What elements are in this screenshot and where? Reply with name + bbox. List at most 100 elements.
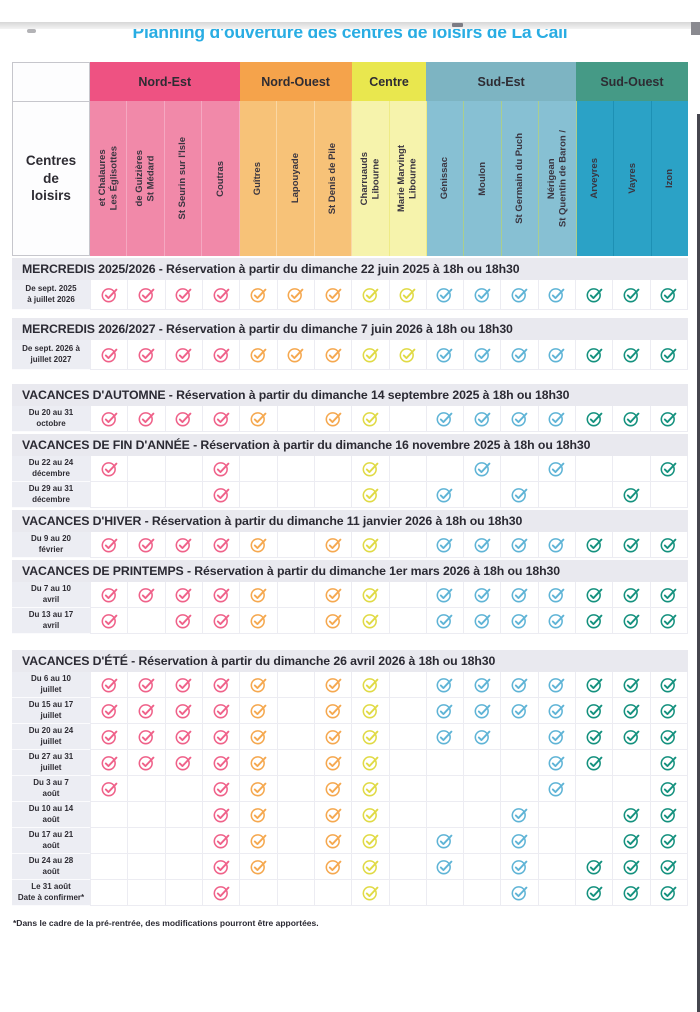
check-cell — [538, 582, 577, 608]
check-icon — [623, 704, 640, 719]
check-icon — [660, 538, 677, 553]
check-icon — [362, 756, 379, 771]
column-header: Les Églisottes et Chalaures — [90, 101, 128, 256]
column-header: Moulon — [464, 101, 502, 256]
check-icon — [175, 730, 192, 745]
check-icon — [362, 348, 379, 363]
check-icon — [362, 860, 379, 875]
check-cell — [538, 854, 577, 880]
check-icon — [511, 704, 528, 719]
check-icon — [437, 538, 453, 553]
check-icon — [586, 886, 603, 901]
column-header-label: Les Églisottes et Chalaures — [96, 146, 120, 211]
check-cell — [277, 724, 315, 750]
check-cell — [576, 828, 614, 854]
check-icon — [250, 538, 267, 553]
check-cell — [389, 340, 427, 370]
check-cell — [576, 880, 614, 906]
check-icon — [250, 730, 267, 745]
check-icon — [437, 488, 453, 503]
check-icon — [511, 488, 528, 503]
check-icon — [437, 412, 453, 427]
check-cell — [426, 406, 465, 432]
check-icon — [623, 860, 640, 875]
check-cell — [613, 802, 651, 828]
region-header: Nord-Est — [90, 62, 240, 101]
check-icon — [250, 834, 267, 849]
check-icon — [548, 412, 565, 427]
region-header: Sud-Ouest — [575, 62, 688, 101]
check-icon — [175, 704, 192, 719]
check-cell — [202, 776, 241, 802]
section-gap — [12, 370, 688, 382]
check-icon — [213, 288, 229, 303]
table-row: Du 29 au 31 décembre — [12, 482, 688, 508]
check-icon — [586, 588, 603, 603]
table-row: Du 20 au 31 octobre — [12, 406, 688, 432]
check-icon — [101, 756, 118, 771]
check-icon — [138, 678, 155, 693]
check-icon — [213, 704, 229, 719]
check-icon — [474, 538, 491, 553]
check-icon — [138, 348, 155, 363]
check-cell — [202, 672, 241, 698]
scan-edge-top — [0, 22, 700, 29]
check-cell — [650, 280, 688, 310]
check-icon — [325, 704, 341, 719]
check-cell — [128, 406, 166, 432]
check-cell — [613, 854, 651, 880]
check-icon — [548, 462, 565, 477]
check-cell — [538, 482, 577, 508]
check-icon — [325, 730, 341, 745]
check-cell — [650, 698, 688, 724]
check-icon — [623, 288, 640, 303]
check-cell — [464, 532, 502, 558]
check-icon — [250, 588, 267, 603]
column-header: Libourne Charruauds — [352, 101, 390, 256]
check-icon — [660, 678, 677, 693]
check-cell — [650, 776, 688, 802]
check-cell — [613, 582, 651, 608]
column-header: St Quentin de Baron / Nérigean — [539, 101, 577, 256]
check-icon — [586, 412, 603, 427]
check-cell — [538, 532, 577, 558]
table-row: De sept. 2026 à juillet 2027 — [12, 340, 688, 370]
check-icon — [586, 756, 603, 771]
table-row: Du 7 au 10 avril — [12, 582, 688, 608]
check-cell — [90, 828, 129, 854]
check-cell — [538, 608, 577, 634]
check-icon — [511, 678, 528, 693]
check-icon — [586, 704, 603, 719]
check-cell — [576, 672, 614, 698]
check-cell — [426, 672, 465, 698]
check-icon — [660, 782, 677, 797]
check-cell — [501, 406, 539, 432]
check-cell — [613, 698, 651, 724]
check-icon — [138, 588, 155, 603]
check-cell — [128, 776, 166, 802]
check-icon — [175, 288, 192, 303]
check-cell — [464, 802, 502, 828]
check-cell — [650, 854, 688, 880]
section-header: VACANCES D'HIVER - Réservation à partir … — [12, 510, 688, 532]
check-icon — [213, 614, 229, 629]
check-icon — [474, 588, 491, 603]
check-icon — [548, 756, 565, 771]
check-cell — [314, 280, 353, 310]
check-cell — [90, 482, 129, 508]
check-cell — [165, 280, 203, 310]
check-cell — [501, 776, 539, 802]
check-icon — [623, 834, 640, 849]
check-cell — [314, 750, 353, 776]
check-icon — [660, 808, 677, 823]
check-cell — [202, 582, 241, 608]
check-cell — [277, 776, 315, 802]
check-cell — [613, 482, 651, 508]
section-gap — [12, 310, 688, 316]
column-header-label: Izon — [664, 169, 676, 188]
check-cell — [90, 532, 129, 558]
check-cell — [240, 406, 278, 432]
row-label: Du 29 au 31 décembre — [12, 482, 90, 508]
check-cell — [650, 802, 688, 828]
corner-cell — [12, 62, 90, 101]
